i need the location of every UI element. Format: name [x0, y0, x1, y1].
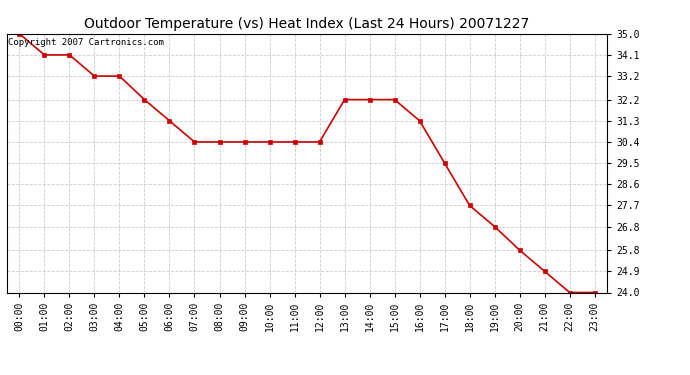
- Text: Copyright 2007 Cartronics.com: Copyright 2007 Cartronics.com: [8, 38, 164, 46]
- Title: Outdoor Temperature (vs) Heat Index (Last 24 Hours) 20071227: Outdoor Temperature (vs) Heat Index (Las…: [84, 17, 530, 31]
